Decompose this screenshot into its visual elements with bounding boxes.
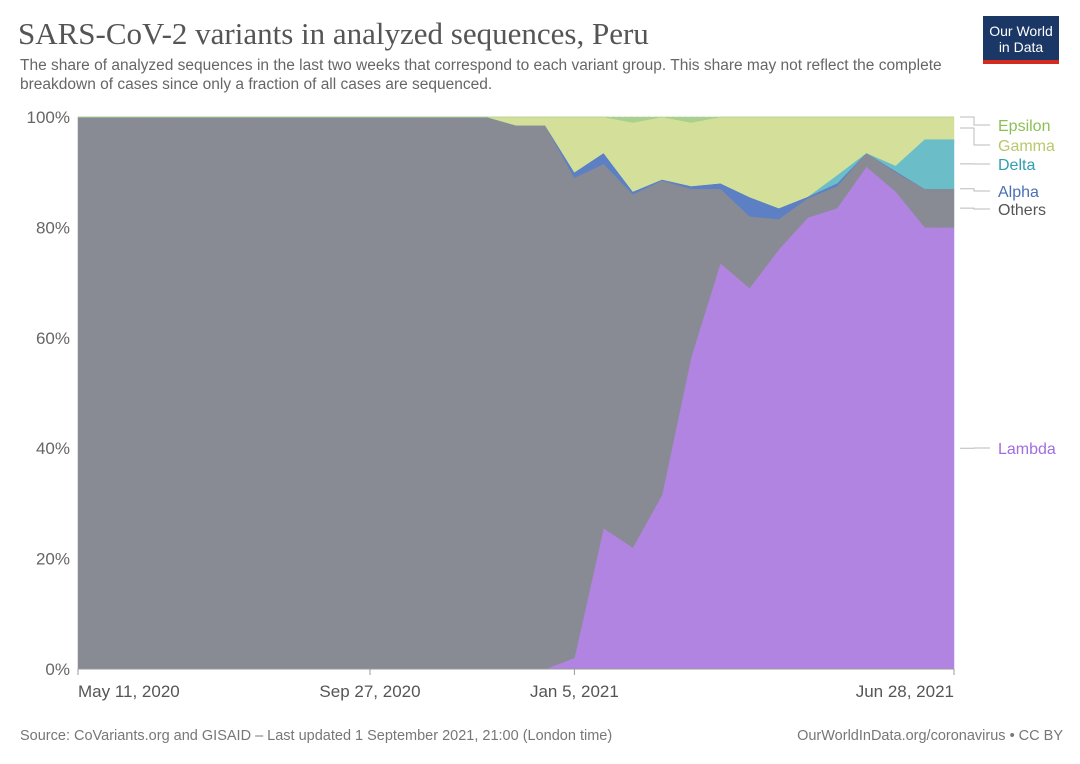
chart-subtitle: The share of analyzed sequences in the l…	[20, 57, 942, 93]
legend-connector	[960, 127, 990, 146]
chart-title: SARS-CoV-2 variants in analyzed sequence…	[18, 16, 649, 51]
legend-label-alpha[interactable]: Alpha	[998, 184, 1039, 201]
legend-label-others[interactable]: Others	[998, 202, 1046, 219]
x-axis: May 11, 2020 Sep 27, 2020 Jan 5, 2021 Jun 2…	[77, 668, 955, 701]
owid-logo[interactable]: Our World in Data	[983, 16, 1059, 64]
stacked-areas	[77, 116, 955, 670]
y-tick-label: 40%	[36, 439, 70, 458]
logo-line-2: in Data	[998, 39, 1044, 55]
legend-label-gamma[interactable]: Gamma	[998, 138, 1055, 155]
source-note[interactable]: Source: CoVariants.org and GISAID – Last…	[20, 728, 613, 744]
credit-link[interactable]: OurWorldInData.org/coronavirus • CC BY	[797, 728, 1063, 744]
y-tick-label: 100%	[27, 108, 70, 127]
legend-label-epsilon[interactable]: Epsilon	[998, 118, 1050, 135]
legend-label-lambda[interactable]: Lambda	[998, 441, 1056, 458]
y-axis: 0% 20% 40% 60% 80% 100%	[27, 108, 70, 679]
legend-connector	[960, 207, 990, 210]
x-tick-label: May 11, 2020	[78, 682, 180, 701]
legend-label-delta[interactable]: Delta	[998, 157, 1035, 174]
y-tick-label: 0%	[45, 660, 70, 679]
legend-connector	[960, 188, 990, 192]
area-epsilon[interactable]	[78, 116, 954, 123]
legend-connector	[960, 116, 990, 126]
x-tick-label: Jun 28, 2021	[856, 682, 954, 701]
y-tick-label: 20%	[36, 550, 70, 569]
y-tick-label: 80%	[36, 218, 70, 237]
x-tick-label: Jan 5, 2021	[530, 682, 619, 701]
y-tick-label: 60%	[36, 329, 70, 348]
logo-line-1: Our World	[989, 23, 1053, 39]
x-tick-label: Sep 27, 2020	[319, 682, 420, 701]
